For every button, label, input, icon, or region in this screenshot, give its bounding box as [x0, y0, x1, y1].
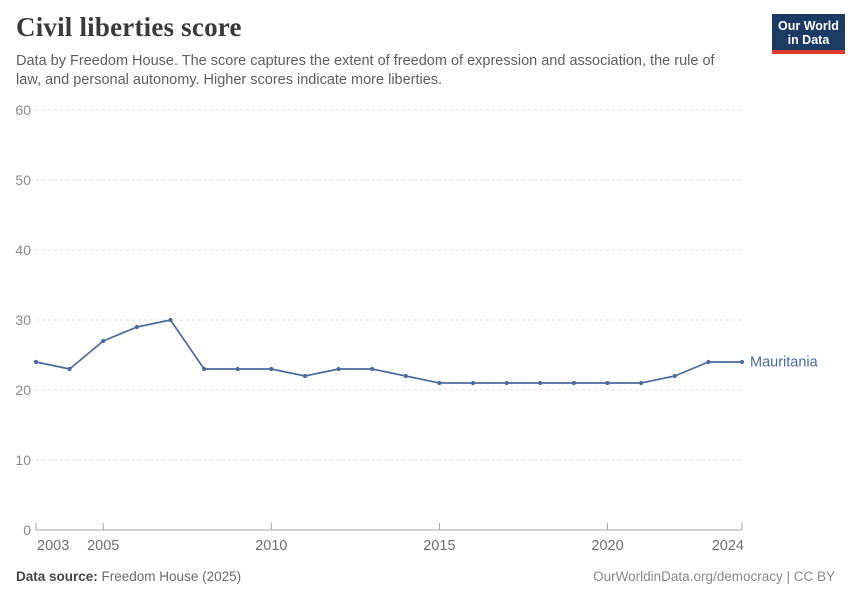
data-line-mauritania[interactable] [35, 319, 743, 384]
data-point[interactable] [336, 366, 341, 372]
data-source-note: Data source: Freedom House (2025) [16, 569, 241, 584]
page-title: Civil liberties score [16, 12, 242, 42]
data-point[interactable] [101, 338, 106, 344]
y-axis-tick-label: 30 [15, 312, 31, 328]
data-point[interactable] [706, 359, 711, 365]
data-source-label: Data source: [16, 569, 98, 584]
x-axis-tick-label: 2003 [37, 538, 69, 554]
data-point[interactable] [639, 380, 644, 386]
data-source-value: Freedom House (2025) [97, 569, 242, 584]
owid-logo[interactable]: Our World in Data [772, 14, 845, 54]
owid-logo-line1: Our World [778, 19, 839, 33]
x-axis-tick-label: 2024 [712, 538, 744, 554]
data-point[interactable] [67, 366, 72, 372]
owid-logo-line2: in Data [787, 33, 830, 47]
data-point[interactable] [437, 380, 442, 386]
chart-subtitle: Data by Freedom House. The score capture… [16, 53, 715, 88]
data-point[interactable] [739, 359, 745, 365]
data-point[interactable] [235, 366, 240, 372]
data-point[interactable] [370, 366, 375, 372]
data-point[interactable] [403, 373, 408, 379]
y-axis-tick-label: 10 [15, 452, 31, 468]
data-point[interactable] [605, 380, 610, 386]
y-axis-tick-label: 40 [15, 242, 31, 258]
credit-link[interactable]: OurWorldinData.org/democracy | CC BY [593, 569, 835, 584]
data-point[interactable] [538, 380, 543, 386]
data-point[interactable] [168, 317, 173, 323]
y-axis-tick-label: 0 [23, 522, 31, 538]
y-axis-tick-label: 20 [15, 382, 31, 398]
data-point[interactable] [571, 380, 577, 386]
data-point[interactable] [672, 373, 677, 379]
data-point[interactable] [269, 366, 274, 372]
data-point[interactable] [504, 380, 509, 386]
data-point[interactable] [202, 366, 207, 372]
series-label-mauritania[interactable]: Mauritania [750, 355, 819, 371]
data-point[interactable] [134, 324, 139, 330]
x-axis-tick-label: 2010 [255, 538, 287, 554]
x-axis-tick-label: 2015 [423, 538, 455, 554]
data-point[interactable] [470, 380, 476, 386]
data-point[interactable] [302, 373, 308, 379]
data-point[interactable] [33, 359, 39, 365]
x-axis-tick-label: 2020 [591, 538, 623, 554]
y-axis-tick-label: 50 [15, 172, 31, 188]
y-axis-tick-label: 60 [15, 102, 31, 118]
x-axis-tick-label: 2005 [87, 538, 119, 554]
